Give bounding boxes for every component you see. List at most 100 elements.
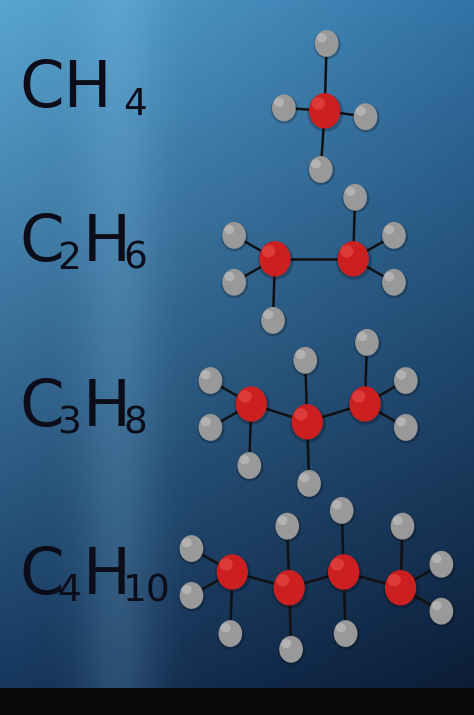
Ellipse shape bbox=[295, 350, 306, 359]
Ellipse shape bbox=[328, 554, 359, 590]
Ellipse shape bbox=[275, 513, 299, 540]
Ellipse shape bbox=[309, 93, 340, 129]
Ellipse shape bbox=[182, 585, 192, 594]
Ellipse shape bbox=[381, 270, 408, 298]
Text: C: C bbox=[19, 212, 64, 274]
Ellipse shape bbox=[236, 453, 264, 481]
Text: 6: 6 bbox=[123, 241, 147, 277]
Ellipse shape bbox=[333, 621, 360, 649]
Ellipse shape bbox=[215, 555, 251, 593]
Ellipse shape bbox=[393, 415, 420, 443]
Ellipse shape bbox=[312, 97, 325, 109]
Ellipse shape bbox=[201, 417, 211, 426]
Ellipse shape bbox=[328, 498, 356, 526]
Text: H: H bbox=[83, 212, 131, 274]
Ellipse shape bbox=[294, 408, 308, 420]
Ellipse shape bbox=[394, 414, 418, 441]
Ellipse shape bbox=[308, 94, 344, 132]
Ellipse shape bbox=[308, 157, 335, 185]
Ellipse shape bbox=[356, 107, 366, 116]
Ellipse shape bbox=[384, 272, 394, 281]
Ellipse shape bbox=[349, 386, 381, 422]
Ellipse shape bbox=[330, 497, 354, 524]
Ellipse shape bbox=[394, 367, 418, 394]
Ellipse shape bbox=[431, 601, 442, 610]
Ellipse shape bbox=[276, 574, 290, 586]
Ellipse shape bbox=[178, 536, 206, 564]
Ellipse shape bbox=[180, 582, 203, 609]
Ellipse shape bbox=[219, 558, 233, 571]
Ellipse shape bbox=[274, 97, 284, 107]
Ellipse shape bbox=[278, 636, 305, 665]
Ellipse shape bbox=[292, 404, 323, 440]
Ellipse shape bbox=[262, 245, 275, 257]
Ellipse shape bbox=[317, 33, 327, 42]
Ellipse shape bbox=[199, 367, 222, 394]
Ellipse shape bbox=[431, 554, 442, 563]
Ellipse shape bbox=[331, 558, 344, 571]
Ellipse shape bbox=[273, 570, 305, 606]
Ellipse shape bbox=[221, 222, 248, 251]
Ellipse shape bbox=[292, 347, 319, 376]
Ellipse shape bbox=[299, 473, 310, 483]
Ellipse shape bbox=[277, 516, 288, 525]
Ellipse shape bbox=[281, 639, 292, 649]
Ellipse shape bbox=[297, 470, 321, 497]
Ellipse shape bbox=[354, 330, 381, 358]
Ellipse shape bbox=[222, 269, 246, 296]
Text: 4: 4 bbox=[57, 573, 81, 609]
Ellipse shape bbox=[429, 551, 453, 578]
Text: 3: 3 bbox=[57, 405, 81, 441]
Ellipse shape bbox=[352, 390, 365, 403]
Text: C: C bbox=[19, 545, 64, 606]
Ellipse shape bbox=[197, 368, 225, 396]
Ellipse shape bbox=[336, 242, 372, 280]
Bar bbox=[0, 688, 474, 715]
Ellipse shape bbox=[239, 455, 250, 465]
Ellipse shape bbox=[382, 222, 406, 249]
Ellipse shape bbox=[355, 329, 379, 356]
Ellipse shape bbox=[261, 307, 285, 334]
Ellipse shape bbox=[392, 516, 403, 525]
Ellipse shape bbox=[354, 103, 377, 130]
Ellipse shape bbox=[258, 242, 294, 280]
Ellipse shape bbox=[220, 623, 231, 633]
Ellipse shape bbox=[182, 538, 192, 548]
Ellipse shape bbox=[217, 621, 245, 649]
Ellipse shape bbox=[296, 470, 323, 499]
Ellipse shape bbox=[428, 551, 456, 580]
Ellipse shape bbox=[332, 500, 342, 509]
Ellipse shape bbox=[222, 222, 246, 249]
Ellipse shape bbox=[348, 387, 384, 425]
Ellipse shape bbox=[385, 570, 416, 606]
Ellipse shape bbox=[199, 414, 222, 441]
Ellipse shape bbox=[180, 535, 203, 562]
Ellipse shape bbox=[383, 571, 419, 608]
Ellipse shape bbox=[178, 583, 206, 611]
Ellipse shape bbox=[340, 245, 354, 257]
Ellipse shape bbox=[428, 598, 456, 627]
Ellipse shape bbox=[393, 368, 420, 396]
Ellipse shape bbox=[219, 620, 242, 647]
Ellipse shape bbox=[391, 513, 414, 540]
Ellipse shape bbox=[337, 241, 369, 277]
Ellipse shape bbox=[293, 347, 317, 374]
Ellipse shape bbox=[353, 104, 380, 132]
Ellipse shape bbox=[260, 307, 287, 336]
Ellipse shape bbox=[314, 31, 341, 59]
Ellipse shape bbox=[390, 513, 417, 542]
Ellipse shape bbox=[290, 405, 326, 443]
Ellipse shape bbox=[342, 184, 369, 213]
Text: 10: 10 bbox=[123, 573, 171, 609]
Ellipse shape bbox=[271, 95, 298, 124]
Ellipse shape bbox=[429, 598, 453, 625]
Ellipse shape bbox=[396, 417, 406, 426]
Ellipse shape bbox=[259, 241, 291, 277]
Ellipse shape bbox=[224, 225, 235, 235]
Ellipse shape bbox=[334, 620, 357, 647]
Text: 4: 4 bbox=[123, 87, 147, 123]
Text: C: C bbox=[19, 377, 64, 438]
Ellipse shape bbox=[382, 269, 406, 296]
Ellipse shape bbox=[327, 555, 363, 593]
Ellipse shape bbox=[237, 452, 261, 479]
